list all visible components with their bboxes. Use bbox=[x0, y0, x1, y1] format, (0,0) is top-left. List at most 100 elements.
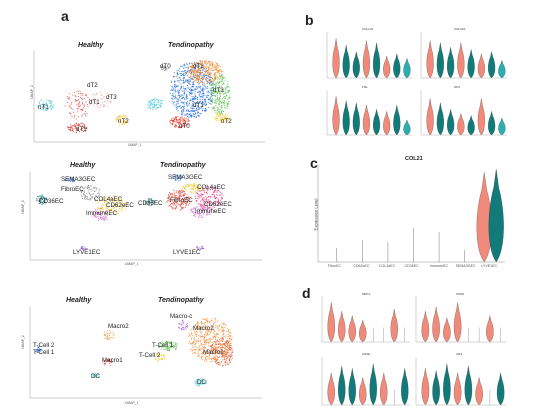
row1-tend-label-nT2: nT2 bbox=[221, 118, 232, 125]
row3-tend-label-dc: DC bbox=[197, 379, 206, 386]
row2-xlabel: UMAP_1 bbox=[125, 262, 139, 266]
row2-tend-immune bbox=[190, 205, 211, 219]
row3-tend-label-tcell2: T-Cell 2 bbox=[139, 352, 161, 359]
panel-d-violin-3-3 bbox=[348, 368, 356, 406]
panel-b-violin-3-8 bbox=[403, 119, 411, 136]
row1-title-tendinopathy: Tendinopathy bbox=[168, 42, 214, 49]
row1-healthy-label-nT1: nT1 bbox=[38, 104, 49, 111]
row3-tend-macroc bbox=[178, 319, 189, 331]
panel-b-title-2: COL3A1 bbox=[454, 27, 466, 31]
panel-d-title-4: CD4 bbox=[456, 352, 463, 356]
panel-b-violin-2-1 bbox=[426, 40, 434, 79]
panel-b-violin-4-7 bbox=[488, 111, 496, 136]
row3-healthy-label-tcell1: T-Cell 1 bbox=[33, 349, 55, 356]
panel-b-violin-1-6 bbox=[383, 55, 391, 79]
panel-b-violin-4-3 bbox=[447, 109, 455, 136]
panel-b-violin-1-2 bbox=[342, 44, 350, 79]
panel-d-subplot-1 bbox=[321, 296, 410, 343]
panel-d-violin-4-6 bbox=[475, 377, 483, 406]
panel-b-violin-3-1 bbox=[332, 96, 340, 136]
panel-b-violin-2-8 bbox=[498, 59, 506, 79]
row3-title-tendinopathy: Tendinopathy bbox=[158, 297, 204, 304]
panel-d-violin-3-2 bbox=[338, 365, 346, 406]
panel-b-violin-1-4 bbox=[362, 40, 370, 79]
row3-healthy-label-tcell2: T-Cell 2 bbox=[33, 342, 55, 349]
row1-tend-nT2 bbox=[214, 113, 230, 124]
panel-d-subplot-2 bbox=[415, 296, 506, 343]
row1-healthy-nT1 bbox=[36, 99, 55, 112]
row2-healthy-label-sema3g: SEMA3GEC bbox=[61, 176, 96, 183]
row1-tend-label-dT3: dT3 bbox=[213, 87, 224, 94]
panel-c-xlabel-4: ImmuneEC bbox=[430, 264, 449, 268]
panel-b-violin-4-6 bbox=[477, 98, 485, 136]
panel-b-violin-4-2 bbox=[436, 102, 444, 136]
row1-tend-label-dT2: dT2 bbox=[193, 63, 204, 70]
row1-healthy-label-dT2: dT2 bbox=[87, 82, 98, 89]
row3-tend-dc bbox=[194, 377, 207, 387]
row1-healthy-label-dT3: dT3 bbox=[106, 94, 117, 101]
panel-b-violin-4-4 bbox=[457, 113, 465, 136]
row2-healthy-immune bbox=[91, 208, 109, 221]
row3-tend-label-macroc: Macro-c bbox=[170, 313, 193, 320]
row3-tend-label-macro2: Macro2 bbox=[193, 325, 214, 332]
panel-b-subplot-1 bbox=[326, 32, 412, 79]
panel-d-violin-2-7 bbox=[486, 315, 494, 343]
row1-axes bbox=[33, 50, 265, 143]
panel-d-violin-4-2 bbox=[432, 370, 440, 406]
row3-healthy-tcell bbox=[35, 346, 42, 353]
panel-d-violin-4-3 bbox=[443, 363, 451, 406]
panel-b-violin-2-5 bbox=[467, 49, 475, 79]
panel-label-c: c bbox=[310, 155, 318, 171]
row1-healthy-dT3 bbox=[90, 91, 112, 109]
panel-b-violin-3-6 bbox=[383, 111, 391, 136]
row2-tend-label-lyve1: LYVE1EC bbox=[173, 249, 201, 256]
row1-healthy-label-dT1b: dT1 bbox=[76, 126, 87, 133]
row3-healthy-macro1 bbox=[102, 358, 113, 367]
panel-d-violin-2-1 bbox=[421, 311, 430, 343]
row2-healthy-label-immune: ImmuneEC bbox=[86, 210, 117, 217]
panel-b-title-4: SCX bbox=[454, 85, 461, 89]
row2-tend-label-col4a: COL4aEC bbox=[197, 184, 226, 191]
panel-d-violin-3-8 bbox=[401, 368, 409, 406]
row3-title-healthy: Healthy bbox=[66, 297, 92, 304]
panel-b-violin-1-7 bbox=[393, 53, 401, 79]
row3-tend-macro1 bbox=[209, 337, 234, 367]
panel-b-title-3: FN1 bbox=[362, 85, 368, 89]
panel-b-violin-1-8 bbox=[403, 57, 411, 79]
row2-tend-cd62e bbox=[194, 185, 224, 211]
row1-healthy-label-nT2: nT2 bbox=[118, 118, 129, 125]
panel-b-subplot-2 bbox=[420, 32, 507, 79]
row2-healthy-label-cd62e: CD62eEC bbox=[106, 202, 134, 209]
panel-b-violin-1-1 bbox=[332, 38, 340, 79]
panel-d-violin-4-5 bbox=[464, 365, 473, 406]
row3-tend-label-tcell1: T-Cell 1 bbox=[152, 342, 174, 349]
row3-tend-label-macro1: Macro1 bbox=[203, 349, 224, 356]
row3-healthy-macro2 bbox=[103, 330, 115, 341]
panel-b-violin-1-5 bbox=[373, 42, 381, 79]
panel-b-violin-2-4 bbox=[457, 42, 465, 79]
panel-b-subplot-4 bbox=[420, 90, 507, 136]
row2-tend-fibro bbox=[165, 189, 191, 211]
row2-tend-label-cd62e: CD62eEC bbox=[204, 201, 232, 208]
panel-d-title-2: CD68 bbox=[456, 292, 464, 296]
row3-axes bbox=[29, 306, 262, 399]
row1-tend-label-dT0: dT0 bbox=[160, 63, 171, 70]
row2-tend-cd36 bbox=[144, 197, 156, 207]
row1-tend-cyan bbox=[146, 97, 163, 110]
panel-b-violin-3-2 bbox=[342, 100, 350, 136]
row1-healthy-nT2 bbox=[115, 114, 129, 126]
panel-c-xlabel-1: CD62eEC bbox=[353, 264, 370, 268]
row1-xlabel: UMAP_1 bbox=[128, 143, 142, 147]
panel-b-violin-4-1 bbox=[426, 98, 434, 136]
row1-tend-dT0b bbox=[169, 115, 190, 129]
row2-healthy-lyve1 bbox=[80, 246, 88, 250]
panel-d-subplot-3 bbox=[321, 357, 410, 406]
row2-title-tendinopathy: Tendinopathy bbox=[160, 162, 206, 169]
row2-healthy-sema3g bbox=[64, 177, 76, 183]
panel-d-title-3: CD3E bbox=[362, 352, 371, 356]
panel-b-subplot-3 bbox=[326, 90, 412, 136]
row2-healthy-label-lyve1: LYVE1EC bbox=[73, 249, 101, 256]
panel-c-xlabel-5: SEMA3GEC bbox=[455, 264, 476, 268]
